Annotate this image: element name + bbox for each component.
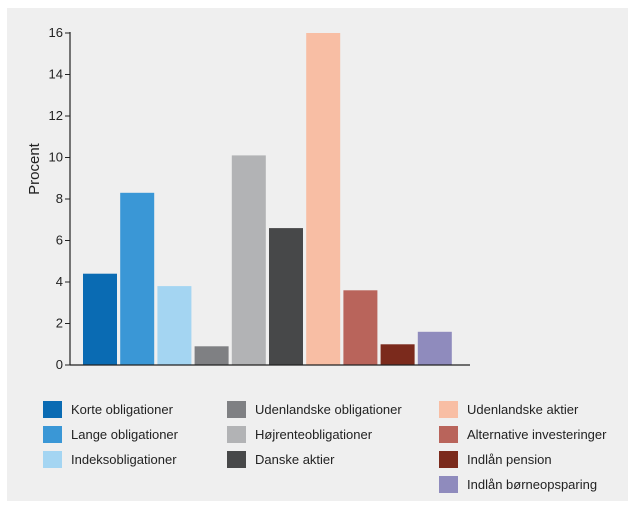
- legend-label: Indlån børneopsparing: [467, 476, 598, 492]
- bar-6: [269, 228, 303, 365]
- y-ticks-group: 0 2 4 6 8 10 12 14 16: [49, 25, 70, 372]
- y-tick-label: 8: [56, 191, 63, 206]
- legend-swatch: [439, 450, 458, 468]
- legend-label: Indeksobligationer: [71, 451, 177, 467]
- legend-item-1: Korte obligationer: [43, 400, 173, 418]
- y-tick-label: 10: [49, 150, 63, 165]
- legend-swatch: [43, 425, 62, 443]
- bar-7: [306, 33, 341, 365]
- legend-item-8: Alternative investeringer: [439, 425, 606, 443]
- legend-label: Korte obligationer: [71, 401, 173, 417]
- legend-swatch: [439, 425, 458, 443]
- legend-item-7: Udenlandske aktier: [439, 400, 578, 418]
- y-axis-title: Procent: [26, 142, 43, 195]
- legend-item-6: Danske aktier: [227, 450, 334, 468]
- legend-item-9: Indlån pension: [439, 450, 552, 468]
- y-tick-label: 0: [56, 357, 63, 372]
- bars-group: [83, 33, 452, 366]
- legend-swatch: [43, 450, 62, 468]
- legend-swatch: [43, 400, 62, 418]
- legend-swatch: [227, 425, 246, 443]
- bar-2: [120, 192, 155, 365]
- bar-8: [343, 290, 378, 365]
- legend-swatch: [439, 400, 458, 418]
- legend-item-2: Lange obligationer: [43, 425, 178, 443]
- legend-label: Danske aktier: [255, 451, 335, 467]
- legend-label: Udenlandske aktier: [467, 401, 579, 417]
- y-tick-label: 2: [56, 316, 63, 331]
- bar-9: [380, 344, 415, 366]
- bar-5: [231, 155, 266, 365]
- y-tick-label: 6: [56, 233, 63, 248]
- legend-label: Alternative investeringer: [467, 426, 607, 442]
- legend-swatch: [227, 400, 246, 418]
- legend-item-5: Højrenteobligationer: [227, 425, 372, 443]
- y-tick-label: 12: [49, 108, 63, 123]
- legend-item-10: Indlån børneopsparing: [439, 475, 597, 493]
- legend-label: Udenlandske obligationer: [255, 401, 402, 417]
- bar-3: [157, 286, 192, 365]
- legend-label: Højrenteobligationer: [255, 426, 373, 442]
- legend-label: Indlån pension: [467, 451, 552, 467]
- bar-chart: 0 2 4 6 8 10 12 14 16 Procent: [26, 25, 470, 372]
- legend-label: Lange obligationer: [71, 426, 178, 442]
- chart-legend: Korte obligationer Lange obligationer Inde…: [7, 8, 628, 501]
- bar-4: [194, 346, 229, 365]
- legend-item-4: Udenlandske obligationer: [227, 400, 402, 418]
- chart-panel: 0 2 4 6 8 10 12 14 16 Procent Korte obligationer…: [7, 8, 628, 501]
- bar-10: [417, 331, 452, 365]
- y-tick-label: 4: [56, 274, 63, 289]
- legend-swatch: [439, 475, 458, 493]
- bar-1: [83, 273, 117, 365]
- y-tick-label: 16: [49, 25, 63, 40]
- y-tick-label: 14: [49, 67, 63, 82]
- legend-swatch: [227, 450, 246, 468]
- legend-item-3: Indeksobligationer: [43, 450, 177, 468]
